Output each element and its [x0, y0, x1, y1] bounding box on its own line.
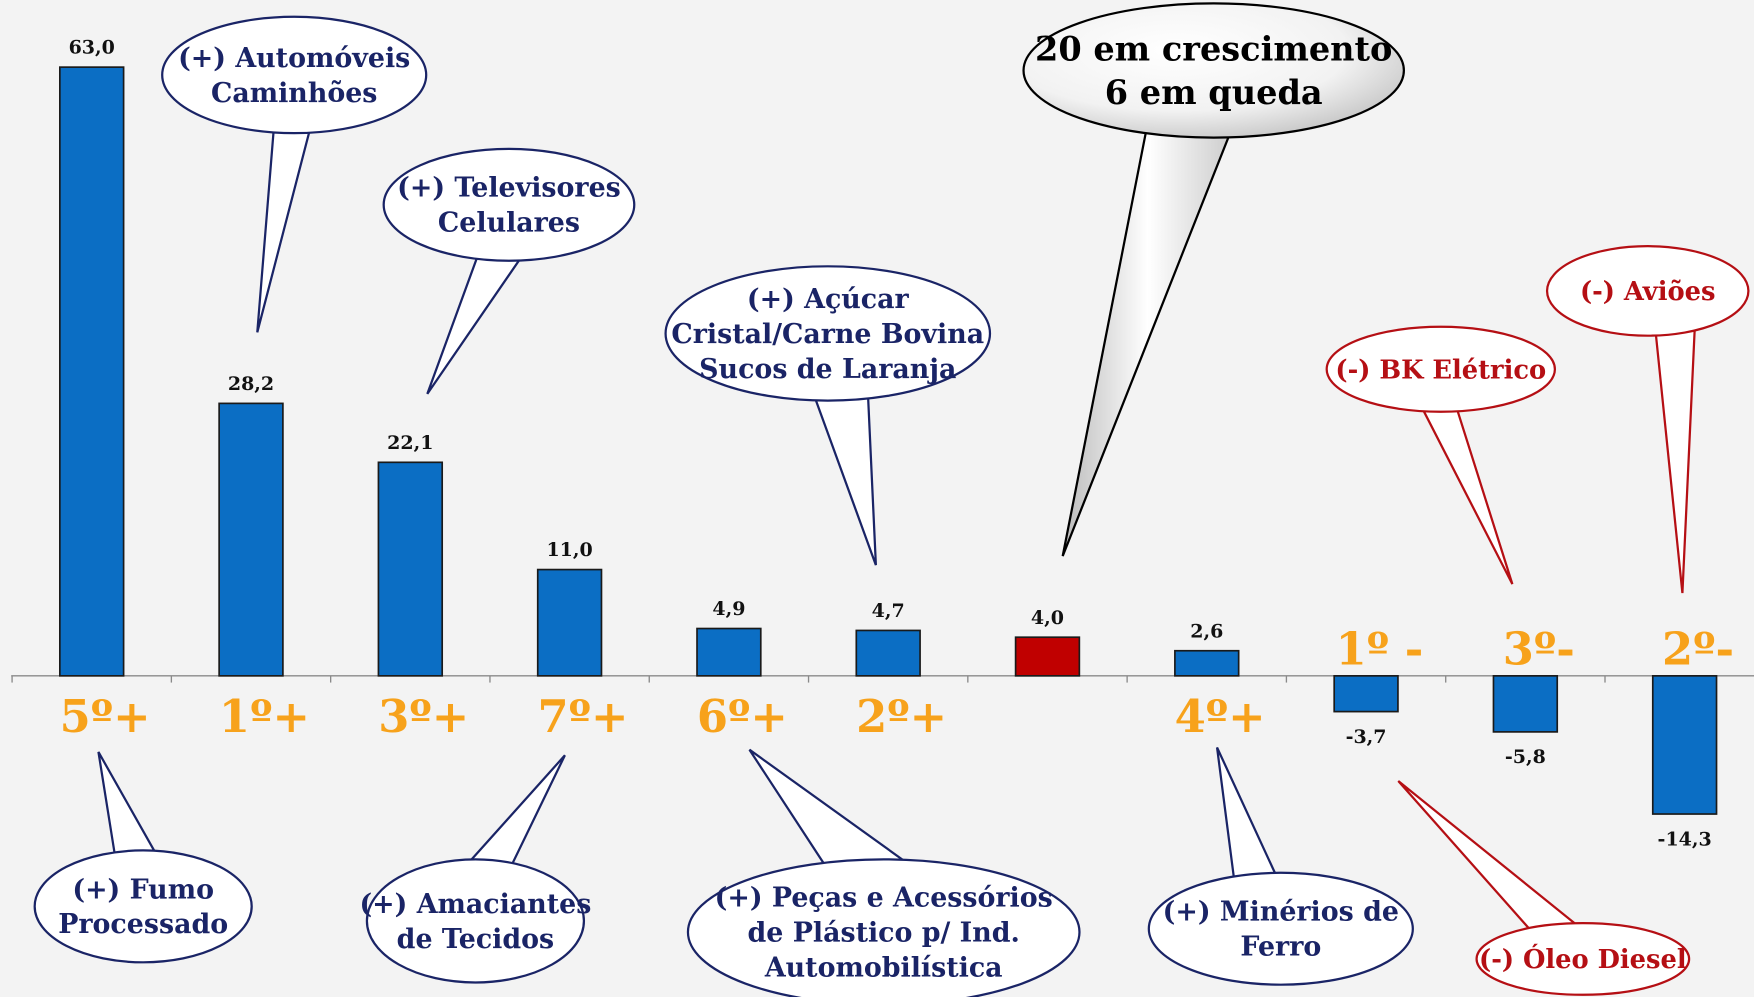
rank-label: 1º+ [219, 690, 310, 743]
bar [218, 402, 284, 677]
value-label: 2,6 [1190, 620, 1223, 642]
value-label: 4,9 [712, 598, 745, 620]
callout-text: Automobilística [764, 952, 1003, 983]
callout-text: de Plástico p/ Ind. [748, 917, 1020, 948]
callout-text: (-) Óleo Diesel [1479, 943, 1687, 975]
bar [696, 627, 762, 677]
callout-bubble [33, 849, 253, 964]
rank-label: 2º- [1662, 623, 1734, 676]
callout: (-) Aviões [1545, 245, 1750, 594]
value-label: 63,0 [69, 37, 115, 59]
rank-label: 1º - [1336, 623, 1424, 676]
rank-label: 3º+ [378, 690, 469, 743]
callout-text: (+) Minérios de [1163, 897, 1399, 928]
callout-text: (+) Televisores [397, 173, 621, 204]
value-label: -14,3 [1658, 828, 1712, 850]
bar [1014, 636, 1081, 677]
callout-text: Cristal/Carne Bovina [671, 319, 984, 350]
bar [855, 629, 921, 677]
callout-bubble [382, 147, 636, 262]
bar [59, 66, 125, 677]
bar [1174, 649, 1240, 677]
rank-label: 4º+ [1175, 690, 1266, 743]
callout-bubble [1022, 2, 1405, 139]
callout-bubble [686, 858, 1081, 997]
callout: (+) Televisores Celulares [382, 147, 636, 395]
callout-bubble [365, 858, 586, 984]
bar [536, 568, 603, 677]
callout-bubble [1147, 871, 1414, 986]
callout-text: (+) Automóveis [178, 43, 410, 74]
callout-bubble [1545, 245, 1750, 337]
callout-text: Celulares [438, 208, 580, 239]
bar [1492, 675, 1559, 733]
callout: (+) Amaciantes de Tecidos [359, 754, 591, 984]
value-label: 4,7 [872, 600, 905, 622]
callout-text: Caminhões [211, 78, 377, 109]
callout-bubble [1475, 922, 1691, 996]
callout-text: (-) BK Elétrico [1335, 355, 1546, 385]
value-label: 4,0 [1031, 607, 1064, 629]
callout-text: (+) Fumo [72, 874, 214, 905]
callout-text: (+) Amaciantes [359, 889, 591, 920]
bar [1651, 675, 1718, 815]
rank-label: 6º+ [697, 690, 788, 743]
callout-text: Processado [58, 909, 228, 940]
callout: (-) BK Elétrico [1325, 325, 1557, 585]
callout-bubble [161, 15, 428, 135]
callout: (+) Automóveis Caminhões [161, 15, 428, 333]
callout: (+) Açúcar Cristal/Carne Bovina Sucos de L… [664, 265, 992, 566]
value-label: 28,2 [228, 373, 274, 395]
callout-text: (-) Aviões [1580, 277, 1716, 307]
callout-text: (+) Açúcar [747, 284, 910, 315]
callout-text: 6 em queda [1105, 72, 1323, 112]
value-label: -3,7 [1346, 726, 1387, 748]
rank-label: 7º+ [538, 690, 629, 743]
callout: (-) Óleo Diesel [1397, 780, 1691, 996]
callout-bubble [1325, 325, 1557, 413]
bar [1333, 675, 1399, 713]
callout-text: 20 em crescimento [1035, 28, 1392, 68]
callout-text: Ferro [1240, 932, 1321, 963]
rank-label: 3º- [1503, 623, 1575, 676]
callout: (+) Fumo Processado [33, 751, 253, 964]
callout-text: Sucos de Laranja [699, 354, 956, 385]
rank-label: 5º+ [60, 690, 151, 743]
callout: (+) Minérios de Ferro [1147, 747, 1414, 986]
value-label: 22,1 [387, 432, 433, 454]
bar [377, 461, 444, 677]
callout-bubble [664, 265, 992, 402]
rank-label: 2º+ [856, 690, 947, 743]
value-label: 11,0 [546, 539, 592, 561]
callout-text: (+) Peças e Acessórios [715, 883, 1053, 914]
value-label: -5,8 [1505, 746, 1546, 768]
callout-text: de Tecidos [397, 924, 554, 955]
